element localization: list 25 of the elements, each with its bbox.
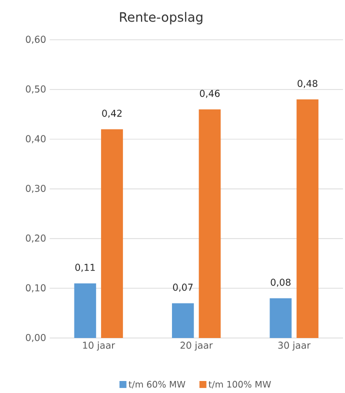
y-tick-label: 0,40 (26, 135, 46, 144)
x-tick-label: 10 jaar (83, 342, 116, 351)
bar (172, 303, 194, 338)
y-tick-label: 0,20 (26, 234, 46, 243)
data-label: 0,48 (298, 80, 318, 88)
legend-label: t/m 60% MW (128, 380, 186, 388)
bar (296, 99, 318, 338)
y-tick-label: 0,10 (26, 284, 46, 292)
data-label: 0,08 (270, 278, 291, 287)
y-tick-label: 0,60 (26, 36, 46, 44)
y-tick-label: 0,00 (26, 334, 46, 342)
data-label: 0,46 (200, 90, 220, 98)
bar (101, 129, 123, 338)
y-tick-label: 0,50 (26, 85, 46, 94)
bar (74, 283, 96, 338)
chart-title: Rente-opslag (120, 12, 202, 24)
legend-label: t/m 100% MW (208, 380, 271, 388)
data-label: 0,07 (173, 284, 193, 292)
data-label: 0,11 (75, 264, 95, 272)
x-tick-label: 20 jaar (180, 342, 213, 351)
bar (270, 298, 292, 338)
x-tick-label: 30 jaar (278, 342, 311, 351)
data-label: 0,42 (102, 110, 122, 118)
y-tick-label: 0,30 (26, 184, 46, 193)
bar (198, 109, 221, 338)
